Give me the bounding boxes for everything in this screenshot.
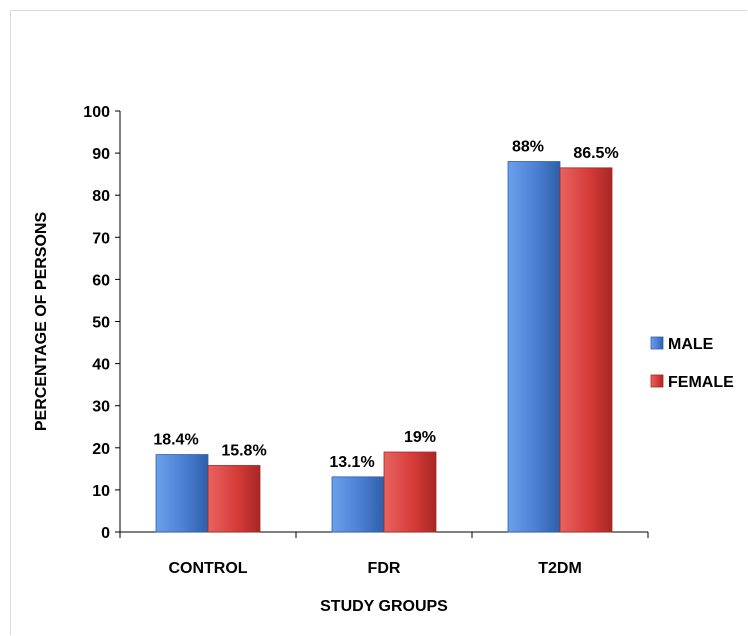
- axes: 0 10 20 30 40 50 60 70 80 90 100 CONTROL FDR T2DM: [83, 104, 649, 577]
- bar-male-fdr: [331, 476, 385, 533]
- bar-female-t2dm: [559, 167, 613, 533]
- x-tick-label: CONTROL: [168, 560, 247, 577]
- x-tick-label: FDR: [368, 560, 401, 577]
- data-label-female-fdr: 19%: [404, 429, 436, 446]
- legend-label-female: FEMALE: [668, 374, 734, 391]
- y-tick-label: 0: [101, 525, 110, 542]
- bar-female-control: [207, 465, 261, 533]
- y-tick-label: 30: [92, 399, 110, 416]
- data-label-female-control: 15.8%: [221, 442, 266, 459]
- bar-male-control: [155, 454, 209, 533]
- x-axis-title: STUDY GROUPS: [320, 598, 448, 615]
- y-axis-title: PERCENTAGE OF PERSONS: [33, 212, 50, 432]
- y-tick-label: 10: [92, 483, 110, 500]
- bar-male-t2dm: [507, 161, 561, 533]
- y-tick-label: 80: [92, 188, 110, 205]
- bars: [155, 161, 613, 533]
- bar-female-fdr: [383, 451, 437, 533]
- data-label-female-t2dm: 86.5%: [573, 145, 618, 162]
- y-tick-label: 40: [92, 357, 110, 374]
- y-tick-label: 100: [83, 104, 110, 121]
- legend-label-male: MALE: [668, 336, 714, 353]
- y-tick-label: 70: [92, 230, 110, 247]
- x-tick-label: T2DM: [538, 560, 582, 577]
- y-tick-label: 90: [92, 146, 110, 163]
- legend-swatch-male: [650, 336, 664, 350]
- y-tick-label: 60: [92, 272, 110, 289]
- legend-swatch-female: [650, 374, 664, 388]
- y-tick-label: 50: [92, 315, 110, 332]
- legend: MALE FEMALE: [650, 336, 734, 391]
- chart-frame: [10, 10, 747, 635]
- data-labels: 18.4% 15.8% 13.1% 19% 88% 86.5%: [153, 139, 618, 471]
- data-label-male-fdr: 13.1%: [329, 454, 374, 471]
- y-tick-label: 20: [92, 441, 110, 458]
- data-label-male-control: 18.4%: [153, 432, 198, 449]
- data-label-male-t2dm: 88%: [512, 139, 544, 156]
